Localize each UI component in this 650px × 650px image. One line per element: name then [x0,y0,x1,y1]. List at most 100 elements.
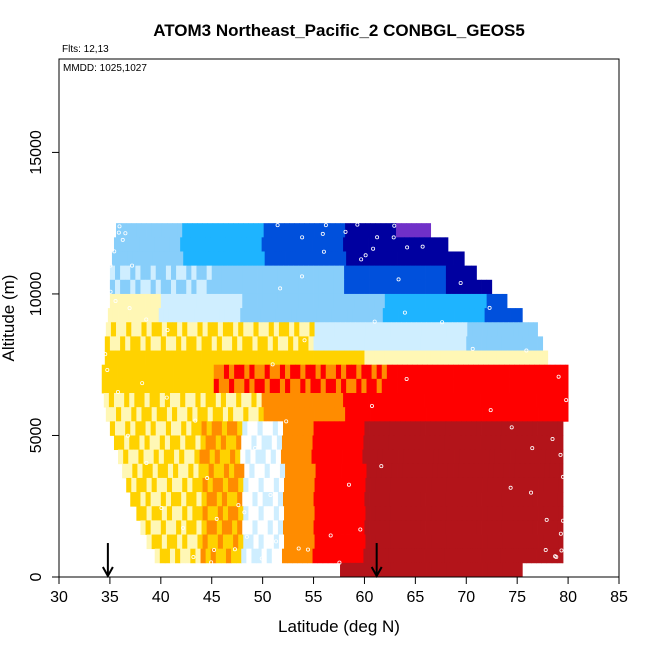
observation-point [144,460,149,465]
heatmap-cell [154,393,161,408]
heatmap-cell [384,492,391,507]
heatmap-cell [242,492,248,507]
heatmap-cell [301,449,307,465]
heatmap-cell [273,477,280,493]
heatmap-cell [129,393,135,408]
heatmap-cell [285,251,291,267]
heatmap-cell [419,393,425,408]
heatmap-cell [406,534,412,550]
heatmap-cell [547,421,554,436]
observation-point [379,464,384,469]
heatmap-cell [389,421,396,436]
heatmap-cell [346,463,352,479]
heatmap-cell [215,237,222,252]
heatmap-cell [542,520,549,535]
heatmap-cell [405,421,411,436]
heatmap-cell [169,548,176,564]
heatmap-cell [367,449,373,465]
heatmap-cell [131,322,137,337]
heatmap-cell [419,237,425,252]
heatmap-cell [332,393,339,408]
heatmap-cell [432,463,439,479]
heatmap-cell [417,378,423,394]
heatmap-cell [392,308,399,323]
heatmap-cell [149,435,156,451]
heatmap-cell [358,548,364,564]
heatmap-cell [116,407,122,422]
heatmap-cell [535,449,541,465]
heatmap-cell [552,520,559,535]
heatmap-cell [273,407,280,422]
heatmap-cell [139,435,145,451]
heatmap-cell [482,506,489,521]
heatmap-cell [324,407,331,422]
heatmap-cell [247,293,253,309]
observation-point [242,510,247,515]
heatmap-cell [206,421,213,436]
heatmap-cell [274,463,281,479]
heatmap-cell [368,435,375,451]
heatmap-cell [444,548,451,564]
heatmap-cell [350,477,356,493]
heatmap-cell [174,449,180,465]
heatmap-cell [409,548,415,564]
heatmap-cell [537,492,544,507]
heatmap-cell [206,520,213,535]
heatmap-cell [472,506,478,521]
heatmap-cell [160,265,167,281]
heatmap-cell [216,293,223,309]
heatmap-cell [260,308,267,323]
heatmap-cell [466,293,472,309]
heatmap-cell [163,308,170,323]
heatmap-cell [445,350,452,366]
x-tick-label: 50 [254,589,272,606]
heatmap-cell [480,393,487,408]
heatmap-cell [193,378,199,394]
heatmap-cell [228,506,234,521]
heatmap-cell [548,506,555,521]
x-tick-label: 85 [610,589,628,606]
heatmap-cell [191,279,197,295]
heatmap-cell [455,393,461,408]
x-tick-label: 55 [305,589,323,606]
heatmap-cell [156,407,163,422]
x-tick-label: 60 [356,589,374,606]
heatmap-cell [410,279,416,295]
heatmap-cell [117,378,123,394]
y-tick-label: 15000 [28,130,45,175]
heatmap-cell [324,223,331,238]
observation-point [125,433,130,438]
heatmap-cell [376,251,383,267]
heatmap-cell [365,562,371,578]
heatmap-cell [247,350,253,366]
heatmap-cell [274,378,281,394]
heatmap-cell [248,534,254,550]
heatmap-cell [257,279,264,295]
heatmap-cell [249,364,255,380]
heatmap-cell [422,378,428,394]
heatmap-cell [360,562,366,578]
heatmap-cell [309,322,315,337]
heatmap-cell [486,492,493,507]
heatmap-cell [349,293,355,309]
heatmap-cell [285,364,291,380]
heatmap-cell [381,364,388,380]
heatmap-cell [501,336,508,351]
heatmap-cell [121,407,127,422]
heatmap-cell [251,548,257,564]
heatmap-cell [140,492,146,507]
heatmap-cell [395,492,401,507]
heatmap-cell [127,378,133,394]
heatmap-cell [353,435,359,451]
heatmap-cell [376,378,383,394]
heatmap-cell [464,449,470,465]
heatmap-cell [268,477,275,493]
heatmap-cell [166,506,173,521]
heatmap-cells [101,223,569,578]
heatmap-cell [374,492,381,507]
heatmap-cell [150,421,157,436]
heatmap-cell [153,308,160,323]
heatmap-cell [148,308,155,323]
heatmap-cell [131,223,137,238]
heatmap-cell [320,463,327,479]
